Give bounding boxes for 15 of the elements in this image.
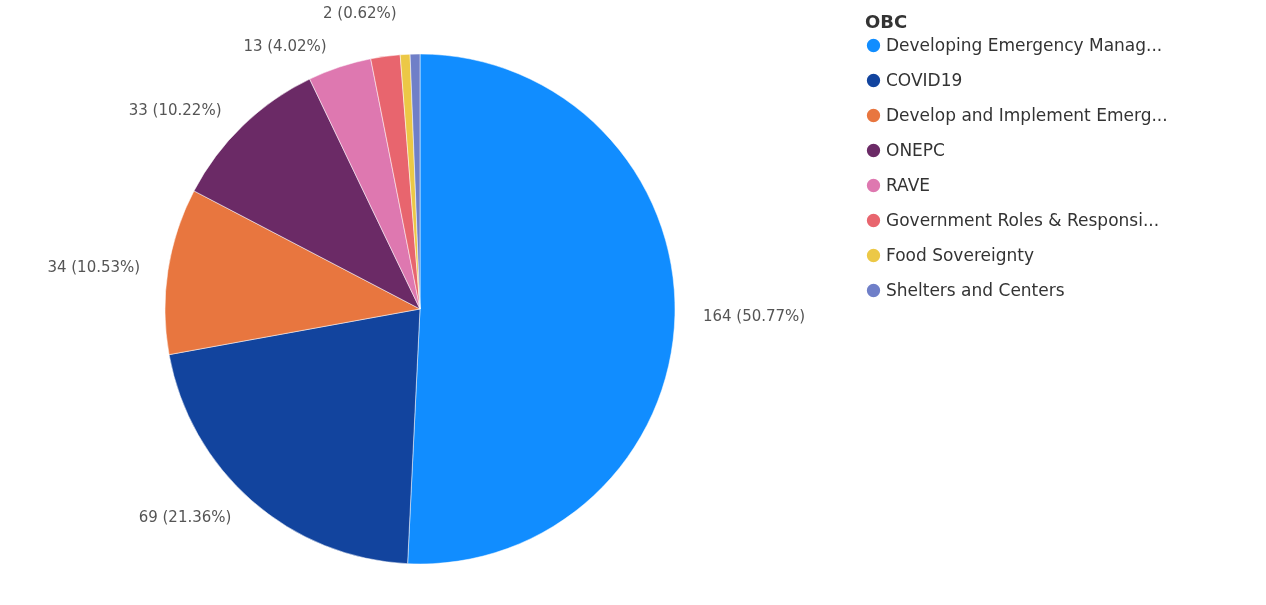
legend-title: OBC: [865, 11, 908, 32]
data-label: 13 (4.02%): [243, 37, 327, 56]
legend-label: Shelters and Centers: [886, 279, 1065, 300]
legend-label: Government Roles & Responsi...: [886, 209, 1160, 230]
data-label: 2 (0.62%): [323, 3, 397, 22]
legend-label: Food Sovereignty: [886, 244, 1034, 265]
data-label: 34 (10.53%): [47, 258, 141, 277]
data-label: 33 (10.22%): [128, 100, 222, 119]
legend-label: ONEPC: [886, 139, 945, 160]
legend-label: RAVE: [886, 174, 931, 195]
legend-label: COVID19: [886, 69, 963, 90]
data-label: 69 (21.36%): [138, 508, 232, 527]
legend-label: Develop and Implement Emerg...: [886, 104, 1168, 125]
legend-label: Developing Emergency Manag...: [886, 34, 1163, 55]
data-label: 164 (50.77%): [702, 306, 806, 325]
